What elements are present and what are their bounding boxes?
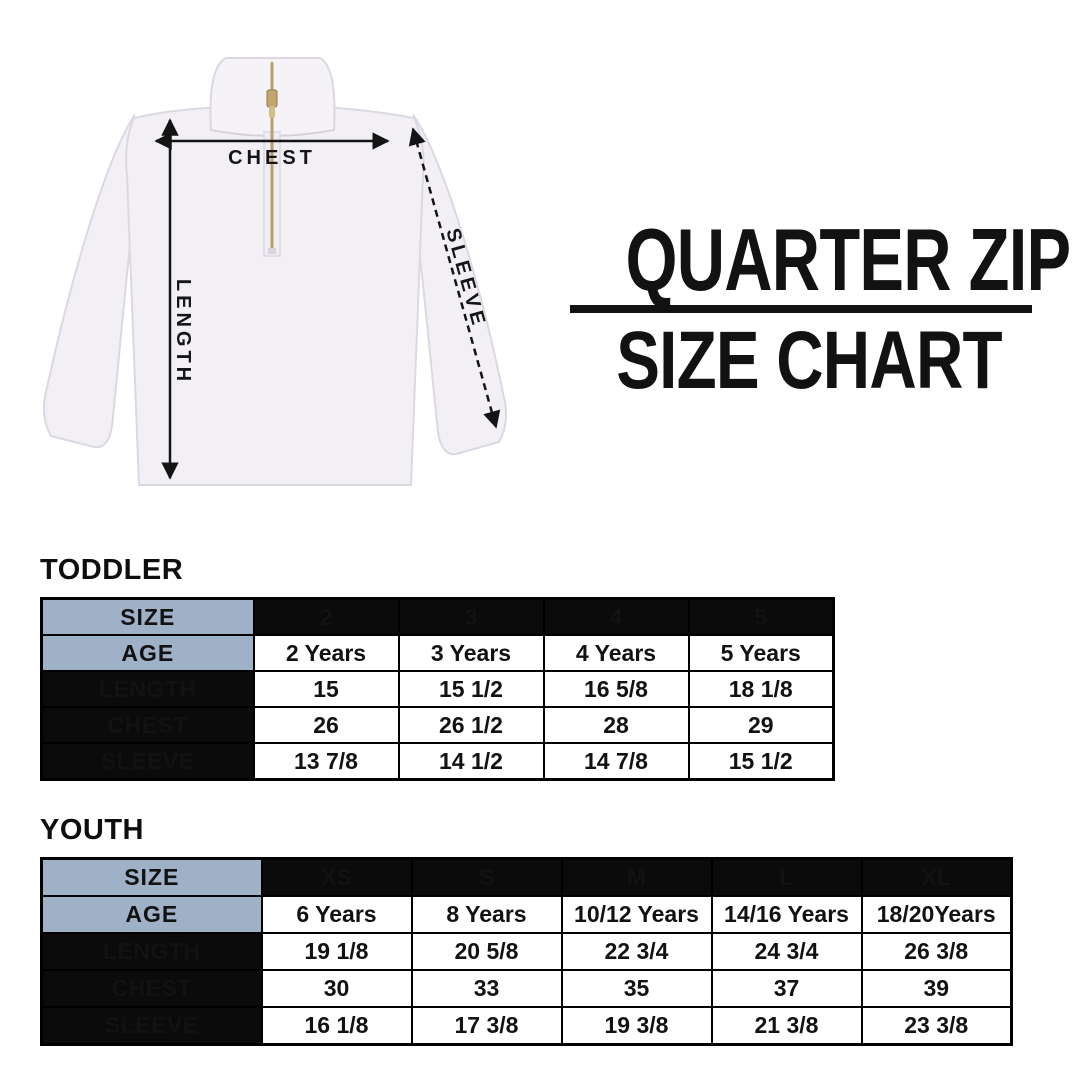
size-row: SIZE XS S M L XL [40, 857, 1013, 897]
age-row: AGE 6 Years 8 Years 10/12 Years 14/16 Years 1… [40, 895, 1013, 934]
measurement-cell: 39 [860, 969, 1013, 1008]
zipper-pull-icon [266, 89, 278, 108]
measurement-cell: 33 [410, 969, 563, 1008]
chest-label: CHEST [228, 147, 316, 169]
age-cell: 8 Years [410, 895, 563, 934]
age-cell: 6 Years [260, 895, 413, 934]
page-title-line1: QUARTER ZIP [625, 210, 1071, 309]
age-cell: 10/12 Years [560, 895, 713, 934]
size-cell: XS [260, 857, 413, 897]
measurement-cell: 19 1/8 [260, 932, 413, 971]
size-cell: 2 [252, 597, 400, 636]
table-host: SIZE XS S M L XL AGE 6 Years 8 Years 10/12 Years 1… [40, 857, 1013, 1046]
size-row-header: SIZE [40, 857, 263, 897]
section-title: YOUTH [40, 814, 144, 846]
size-cell: S [410, 857, 563, 897]
age-row: AGE 2 Years 3 Years 4 Years 5 Years [40, 634, 835, 672]
garment-diagram: CHEST LENGTH SLEEVE [42, 57, 508, 486]
measurement-cell: 20 5/8 [410, 932, 563, 971]
measurement-row-header: SLEEVE [40, 742, 255, 781]
section-title: TODDLER [40, 554, 184, 586]
measurement-cell: 16 5/8 [542, 670, 690, 708]
measurement-cell: 37 [710, 969, 863, 1008]
measurement-cell: 14 1/2 [397, 742, 545, 781]
measurement-row: CHEST 30 33 35 37 39 [40, 969, 1013, 1008]
page-title-line2: SIZE CHART [616, 315, 1002, 406]
zipper-pull-tab [269, 106, 275, 118]
measurement-row-header: SLEEVE [40, 1006, 263, 1046]
garment-left-sleeve-shape [42, 112, 139, 449]
size-cell: 3 [397, 597, 545, 636]
measurement-row: LENGTH 19 1/8 20 5/8 22 3/4 24 3/4 26 3/8 [40, 932, 1013, 971]
measurement-cell: 17 3/8 [410, 1006, 563, 1046]
measurement-cell: 26 1/2 [397, 706, 545, 744]
measurement-cell: 28 [542, 706, 690, 744]
youth-size-table: SIZE XS S M L XL AGE 6 Years 8 Years 10/12 Years 1… [40, 857, 1013, 1046]
measurement-cell: 14 7/8 [542, 742, 690, 781]
measurement-row: SLEEVE 16 1/8 17 3/8 19 3/8 21 3/8 23 3/8 [40, 1006, 1013, 1046]
measurement-cell: 13 7/8 [252, 742, 400, 781]
measurement-row-header: LENGTH [40, 670, 255, 708]
sleeve-arrow [408, 127, 501, 429]
age-cell: 4 Years [542, 634, 690, 672]
age-cell: 5 Years [687, 634, 835, 672]
measurement-row-header: LENGTH [40, 932, 263, 971]
size-cell: L [710, 857, 863, 897]
toddler-size-table: SIZE 2 3 4 5 AGE 2 Years 3 Years 4 Years 5 Years L… [40, 597, 835, 781]
title-block: QUARTER ZIP SIZE CHART [570, 210, 1071, 406]
measurement-cell: 35 [560, 969, 713, 1008]
title-divider [570, 305, 1032, 313]
youth-section: YOUTH SIZE XS S M L XL AGE 6 Years 8 Years 10/12 … [40, 816, 1013, 1046]
size-cell: M [560, 857, 713, 897]
measurement-cell: 21 3/8 [710, 1006, 863, 1046]
length-label: LENGTH [172, 279, 194, 385]
measurement-cell: 18 1/8 [687, 670, 835, 708]
measurement-cell: 30 [260, 969, 413, 1008]
size-row-header: SIZE [40, 597, 255, 636]
size-cell: 4 [542, 597, 690, 636]
toddler-section: TODDLER SIZE 2 3 4 5 AGE 2 Years 3 Years 4 Years… [40, 556, 835, 781]
measurement-cell: 23 3/8 [860, 1006, 1013, 1046]
age-cell: 3 Years [397, 634, 545, 672]
measurement-cell: 15 1/2 [687, 742, 835, 781]
age-cell: 2 Years [252, 634, 400, 672]
size-cell: XL [860, 857, 1013, 897]
measurement-cell: 22 3/4 [560, 932, 713, 971]
measurement-cell: 29 [687, 706, 835, 744]
zipper-stop [268, 248, 276, 254]
age-cell: 18/20Years [860, 895, 1013, 934]
measurement-cell: 16 1/8 [260, 1006, 413, 1046]
size-row: SIZE 2 3 4 5 [40, 597, 835, 636]
table-host: SIZE 2 3 4 5 AGE 2 Years 3 Years 4 Years 5 Years L… [40, 597, 835, 781]
size-cell: 5 [687, 597, 835, 636]
measurement-row: SLEEVE 13 7/8 14 1/2 14 7/8 15 1/2 [40, 742, 835, 781]
measurement-cell: 15 1/2 [397, 670, 545, 708]
measurement-cell: 24 3/4 [710, 932, 863, 971]
measurement-row: CHEST 26 26 1/2 28 29 [40, 706, 835, 744]
measurement-cell: 15 [252, 670, 400, 708]
measurement-row-header: CHEST [40, 969, 263, 1008]
measurement-cell: 26 [252, 706, 400, 744]
age-cell: 14/16 Years [710, 895, 863, 934]
measurement-cell: 19 3/8 [560, 1006, 713, 1046]
measurement-row: LENGTH 15 15 1/2 16 5/8 18 1/8 [40, 670, 835, 708]
measurement-row-header: CHEST [40, 706, 255, 744]
measurement-cell: 26 3/8 [860, 932, 1013, 971]
age-row-header: AGE [40, 895, 263, 934]
age-row-header: AGE [40, 634, 255, 672]
